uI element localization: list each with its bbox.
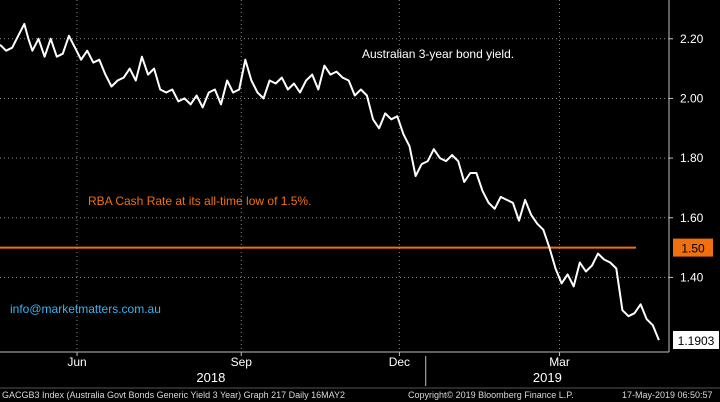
footer-index-text: GACGB3 Index (Australia Govt Bonds Gener…: [2, 390, 345, 400]
y-tick-label: 1.80: [680, 151, 704, 165]
value-badge-label: 1.1903: [678, 334, 715, 348]
yield-series-line: [0, 22, 660, 341]
value-badge-bg: [673, 330, 719, 349]
y-tick-label: 1.40: [680, 270, 704, 284]
x-tick-label: Jun: [67, 355, 86, 369]
value-badge-bg: [673, 238, 713, 257]
rba-annotation: RBA Cash Rate at its all-time low of 1.5…: [88, 194, 311, 208]
x-year-label: 2018: [196, 370, 225, 385]
footer-timestamp: 17-May-2019 06:50:57: [622, 390, 713, 400]
x-tick-labels: Jun Sep Dec Mar 2018 2019: [67, 352, 570, 386]
x-tick-label: Sep: [231, 355, 253, 369]
y-tick-labels: 2.20 2.00 1.80 1.60 1.40: [669, 32, 704, 284]
chart-grid: [0, 0, 669, 352]
x-tick-label: Dec: [389, 355, 410, 369]
x-tick-label: Mar: [549, 355, 570, 369]
series-group: [0, 22, 660, 341]
y-tick-label: 2.20: [680, 32, 704, 46]
contact-email[interactable]: info@marketmatters.com.au: [10, 302, 161, 316]
series-annotation: Australian 3-year bond yield.: [362, 47, 514, 61]
value-badge-label: 1.50: [681, 242, 705, 256]
footer-copyright: Copyright© 2019 Bloomberg Finance L.P.: [408, 390, 574, 400]
value-badges: 1.50 1.1903: [673, 238, 719, 349]
x-year-label: 2019: [533, 370, 562, 385]
y-tick-label: 1.60: [680, 211, 704, 225]
axes-group: [0, 0, 670, 353]
y-tick-label: 2.00: [680, 91, 704, 105]
